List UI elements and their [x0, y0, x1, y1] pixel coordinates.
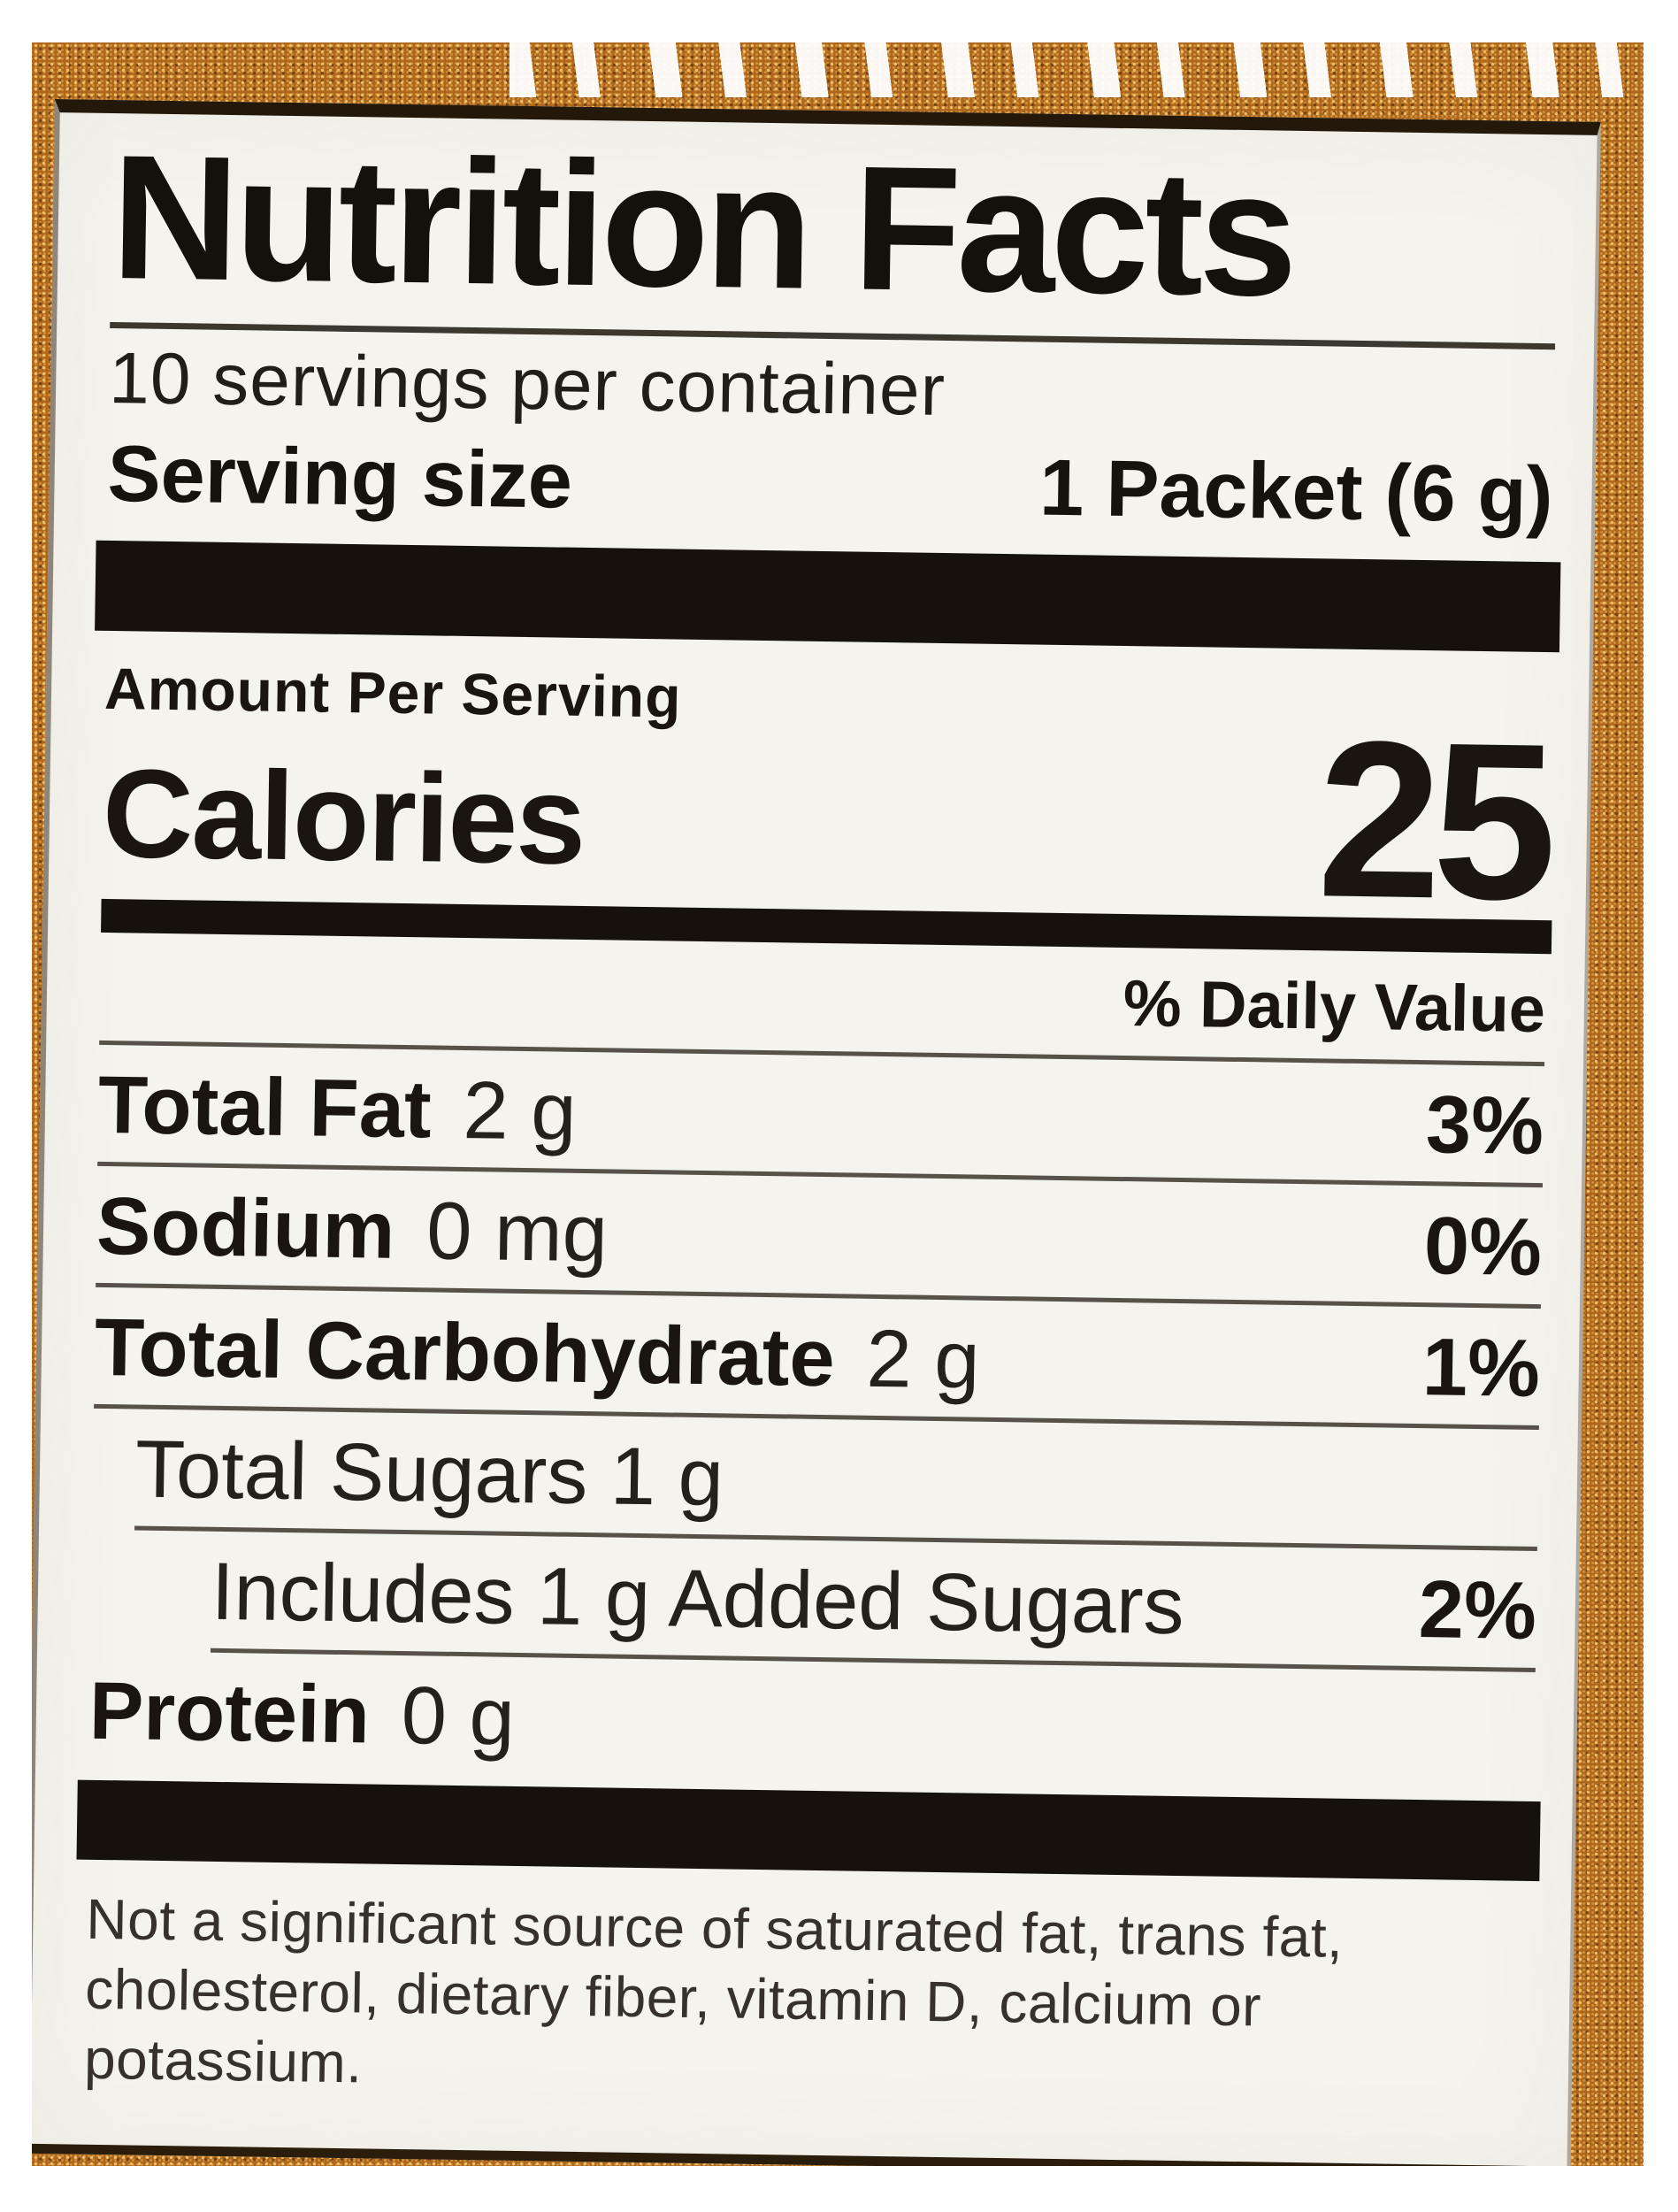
nutrient-row-total-fat: Total Fat 2 g 3% [97, 1044, 1544, 1182]
daily-value-header: % Daily Value [1122, 965, 1546, 1046]
nutrient-dv: 0% [1423, 1200, 1543, 1293]
nutrient-row-protein: Protein 0 g [88, 1650, 1536, 1788]
nutrient-row-total-sugars: Total Sugars 1 g [92, 1408, 1539, 1546]
serving-size-label: Serving size [106, 430, 573, 526]
calories-value: 25 [1315, 695, 1551, 948]
nutrient-name: Sodium [96, 1180, 396, 1276]
torn-paper-edge [510, 42, 1644, 97]
nutrition-facts-title: Nutrition Facts [110, 118, 1295, 334]
nutrient-name: Total Carbohydrate [94, 1302, 836, 1403]
nutrient-dv: 2% [1418, 1563, 1537, 1656]
nutrient-amount: 2 g [462, 1064, 578, 1157]
nutrient-row-total-carbohydrate: Total Carbohydrate 2 g 1% [94, 1286, 1541, 1425]
section-bar-bottom [76, 1779, 1541, 1881]
nutrient-name: Protein [88, 1665, 371, 1761]
nutrient-name: Includes 1 g Added Sugars [211, 1546, 1185, 1651]
footnote-text: Not a significant source of saturated fa… [83, 1886, 1344, 2095]
nutrient-amount: 0 mg [425, 1185, 609, 1279]
section-bar-top [95, 540, 1561, 653]
nutrient-dv: 3% [1425, 1079, 1544, 1171]
calories-label: Calories [101, 742, 586, 891]
serving-size-row: Serving size 1 Packet (6 g) [106, 430, 1554, 541]
servings-per-container: 10 servings per container [108, 337, 946, 431]
nutrient-row-added-sugars: Includes 1 g Added Sugars 2% [90, 1529, 1537, 1667]
nutrient-name: Total Sugars 1 g [134, 1424, 724, 1523]
package-photo: Nutrition Facts 10 servings per containe… [32, 42, 1644, 2166]
nutrient-amount: 2 g [865, 1313, 981, 1406]
serving-size-value: 1 Packet (6 g) [1038, 443, 1554, 541]
nutrient-name: Total Fat [97, 1059, 433, 1155]
nutrient-dv: 1% [1421, 1321, 1541, 1414]
nutrient-row-sodium: Sodium 0 mg 0% [96, 1165, 1543, 1303]
nutrient-amount: 0 g [401, 1670, 516, 1763]
calories-row: Calories 25 [101, 695, 1550, 947]
nutrition-label: Nutrition Facts 10 servings per containe… [32, 99, 1601, 2166]
